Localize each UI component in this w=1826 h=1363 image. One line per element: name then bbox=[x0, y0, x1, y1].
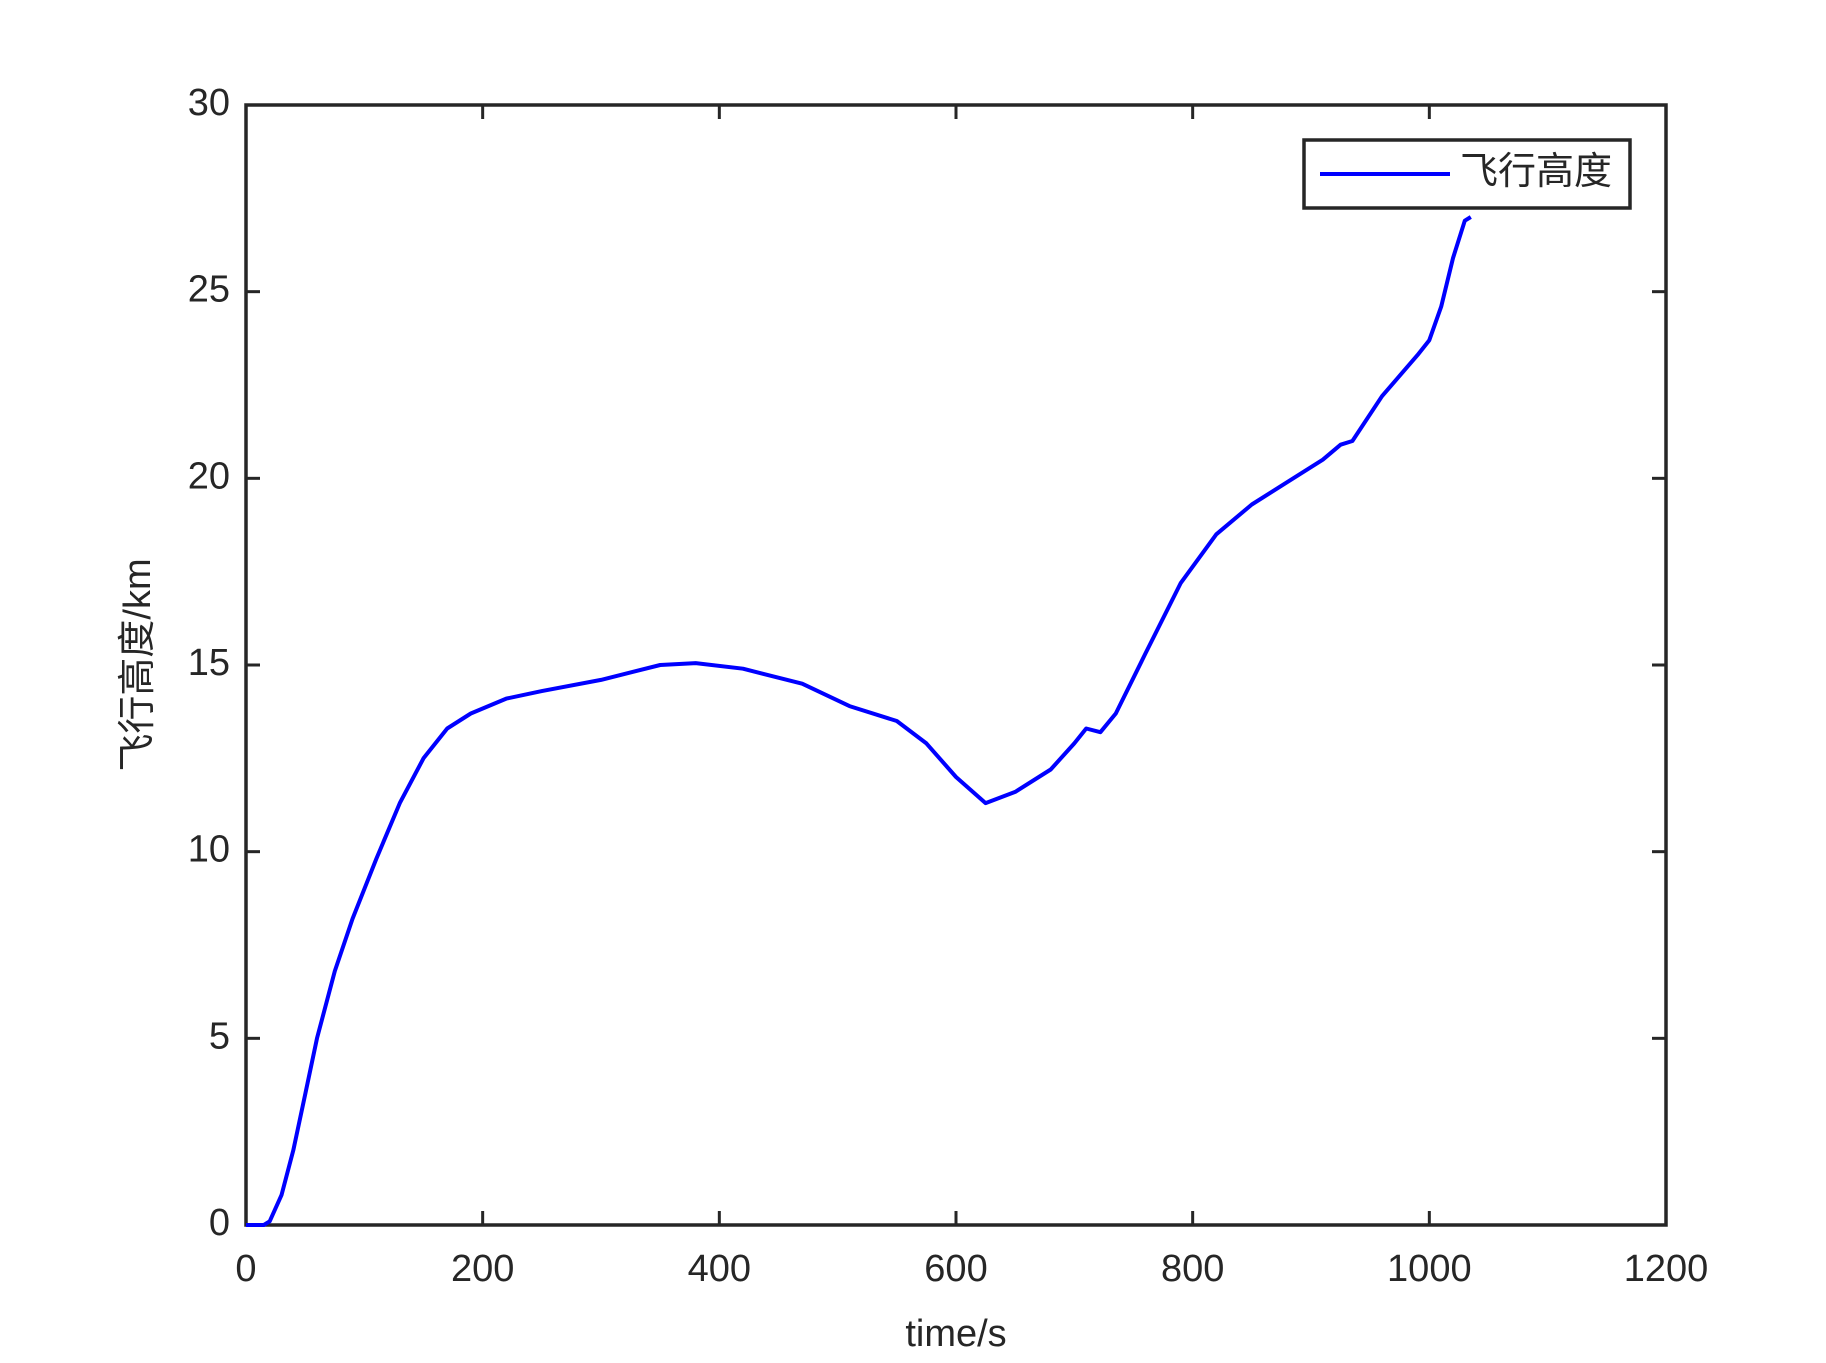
x-tick-label: 1000 bbox=[1387, 1248, 1472, 1290]
x-tick-label: 800 bbox=[1161, 1248, 1224, 1290]
y-tick-label: 25 bbox=[188, 269, 230, 311]
x-tick-label: 1200 bbox=[1624, 1248, 1709, 1290]
x-tick-label: 400 bbox=[688, 1248, 751, 1290]
x-axis-label: time/s bbox=[905, 1313, 1006, 1355]
x-tick-label: 200 bbox=[451, 1248, 514, 1290]
y-tick-label: 10 bbox=[188, 829, 230, 871]
x-tick-label: 0 bbox=[235, 1248, 256, 1290]
x-tick-label: 600 bbox=[924, 1248, 987, 1290]
axes-box bbox=[244, 103, 1668, 1227]
y-tick-label: 30 bbox=[188, 82, 230, 124]
y-tick-label: 5 bbox=[209, 1015, 230, 1057]
y-tick-label: 20 bbox=[188, 455, 230, 497]
y-tick-label: 0 bbox=[209, 1202, 230, 1244]
y-axis-label: 飞行高度/km bbox=[117, 558, 159, 771]
y-tick-label: 15 bbox=[188, 642, 230, 684]
legend-label: 飞行高度 bbox=[1460, 151, 1612, 193]
data-line bbox=[246, 215, 1472, 1227]
